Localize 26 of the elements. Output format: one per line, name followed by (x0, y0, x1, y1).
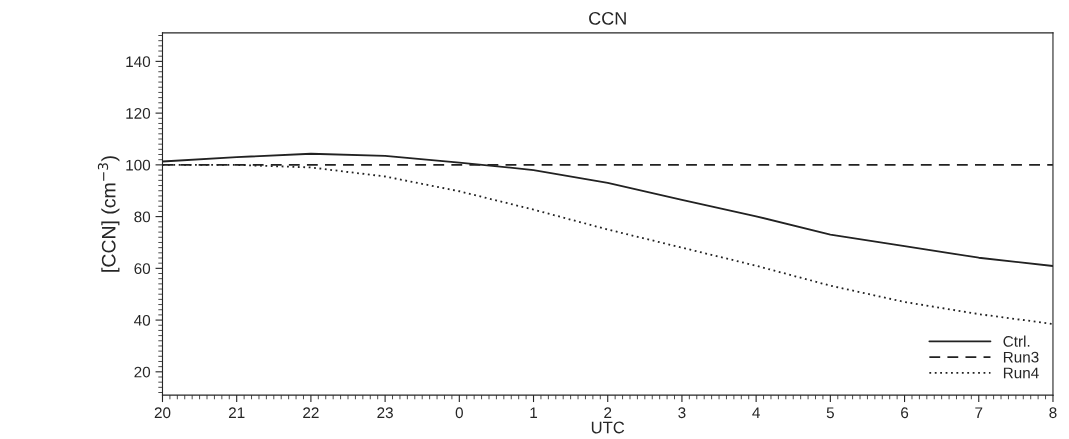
x-tick-label: 1 (530, 407, 538, 418)
x-tick-label: 0 (455, 407, 463, 419)
x-tick-label: 5 (826, 407, 834, 419)
legend-label: Run3 (1003, 351, 1039, 363)
x-tick-label: 20 (154, 407, 171, 419)
x-tick-label: 22 (303, 407, 319, 418)
y-tick-label: 140 (126, 56, 151, 68)
y-tick-label: 60 (134, 263, 151, 275)
x-tick-label: 6 (901, 407, 909, 419)
y-tick-label: 80 (134, 211, 151, 223)
y-axis-title: [CCN] (cm$^{−3}$) (97, 156, 120, 272)
x-tick-label: 4 (752, 407, 760, 418)
x-tick-label: 3 (678, 407, 686, 419)
x-tick-label: 7 (975, 407, 983, 418)
x-tick-label: 21 (228, 407, 245, 418)
x-tick-label: 8 (1049, 407, 1057, 419)
x-tick-label: 23 (377, 407, 393, 419)
legend-label: Run4 (1003, 367, 1039, 379)
y-tick-label: 20 (134, 366, 151, 378)
x-tick-label: 2 (604, 407, 612, 418)
y-tick-label: 120 (126, 107, 151, 119)
legend-label: Ctrl. (1003, 335, 1030, 347)
y-tick-label: 100 (126, 159, 151, 171)
y-tick-label: 40 (134, 314, 151, 326)
chart-title: CCN (589, 11, 626, 25)
x-axis-title: UTC (591, 421, 625, 434)
